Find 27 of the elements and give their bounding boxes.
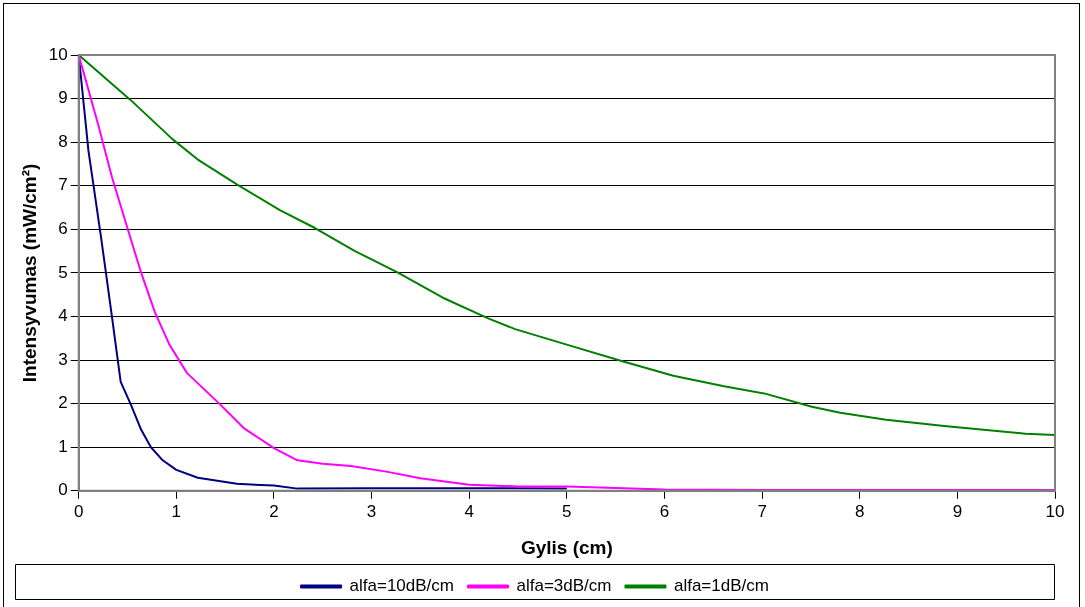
y-tick-label: 0 (58, 480, 68, 500)
x-tick-label: 5 (562, 501, 572, 521)
y-tick-label: 1 (58, 436, 68, 456)
x-tick-label: 6 (659, 501, 670, 521)
x-tick-label: 3 (366, 501, 377, 521)
y-tick-label: 4 (58, 306, 68, 326)
legend-label: alfa=10dB/cm (349, 576, 455, 596)
x-tick-label: 10 (1045, 501, 1065, 521)
x-tick-label: 8 (855, 501, 865, 521)
legend-label: alfa=1dB/cm (673, 576, 769, 596)
y-tick-label: 3 (58, 349, 68, 369)
x-tick-label: 7 (757, 501, 767, 521)
y-tick-label: 6 (58, 219, 68, 239)
y-tick-label: 8 (58, 131, 68, 151)
x-tick-label: 0 (73, 501, 84, 521)
y-tick-label: 10 (48, 44, 68, 64)
y-tick-label: 7 (58, 175, 68, 195)
x-axis-title: Gylis (cm) (520, 536, 613, 558)
y-axis-title: Intensyvumas (mW/cm²) (18, 163, 40, 383)
legend-label: alfa=3dB/cm (516, 576, 612, 596)
x-tick-label: 2 (269, 501, 279, 521)
y-tick-label: 9 (58, 88, 68, 108)
y-tick-label: 5 (58, 262, 68, 282)
x-tick-label: 9 (952, 501, 963, 521)
x-tick-label: 1 (171, 501, 182, 521)
x-tick-label: 4 (464, 501, 474, 521)
y-tick-label: 2 (58, 393, 68, 413)
